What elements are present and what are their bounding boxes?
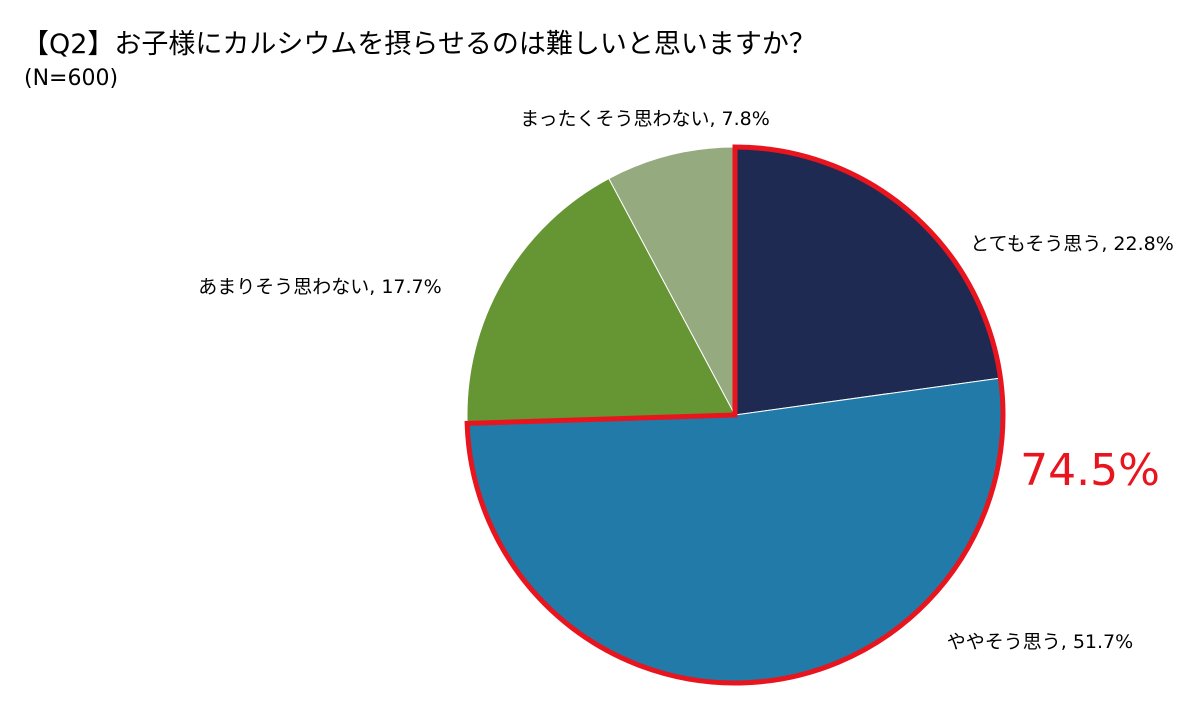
highlight-outline — [464, 144, 1006, 686]
slice-label-amari: あまりそう思わない, 17.7% — [198, 276, 441, 298]
chart-subtitle: (N=600) — [24, 66, 119, 91]
slice-labels: とてもそう思う, 22.8% ややそう思う, 51.7% あまりそう思わない, … — [198, 108, 1174, 653]
pie-slice-2 — [466, 377, 1004, 684]
pie-slices — [466, 146, 1004, 684]
pie-slice-1 — [734, 146, 1002, 416]
slice-label-totemo: とてもそう思う, 22.8% — [970, 233, 1174, 255]
chart-title: 【Q2】お子様にカルシウムを摂らせるのは難しいと思いますか？ — [22, 29, 816, 60]
highlight-total-label: 74.5% — [1020, 445, 1160, 496]
pie-slice-4 — [608, 146, 736, 416]
slice-label-yaya: ややそう思う, 51.7% — [947, 631, 1133, 653]
pie-slice-3 — [466, 177, 736, 424]
slice-label-mattaku: まったくそう思わない, 7.8% — [520, 108, 770, 130]
